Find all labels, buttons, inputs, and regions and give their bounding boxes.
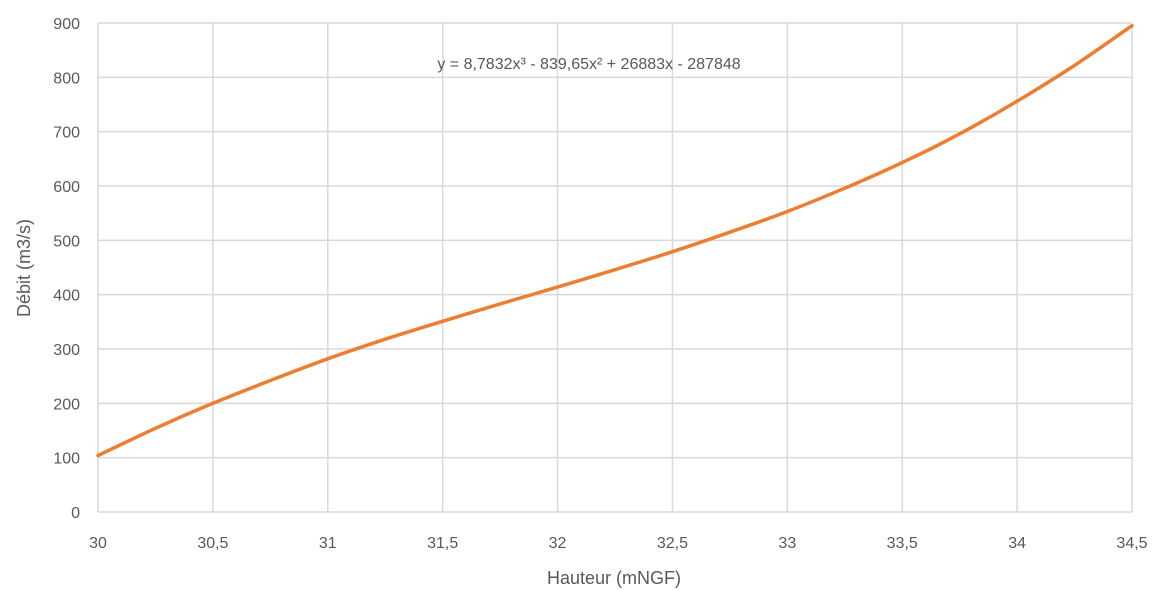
- y-axis-title: Débit (m3/s): [14, 219, 34, 317]
- y-tick-label: 0: [71, 505, 80, 522]
- y-tick-label: 800: [53, 70, 80, 87]
- y-tick-label: 900: [53, 16, 80, 33]
- y-tick-label: 400: [53, 288, 80, 305]
- y-tick-label: 500: [53, 233, 80, 250]
- gridlines: [97, 22, 1133, 513]
- x-tick-label: 31: [319, 535, 337, 552]
- x-axis-title: Hauteur (mNGF): [547, 568, 681, 588]
- y-tick-label: 600: [53, 179, 80, 196]
- x-tick-label: 31,5: [427, 535, 458, 552]
- x-tick-label: 33,5: [887, 535, 918, 552]
- x-tick-labels: 30 30,5 31 31,5 32 32,5 33 33,5 34 34,5: [89, 535, 1148, 552]
- x-tick-label: 30,5: [197, 535, 228, 552]
- series-line: [96, 23, 1134, 458]
- x-tick-label: 34: [1008, 535, 1026, 552]
- y-tick-labels: 0 100 200 300 400 500 600 700 800 900: [53, 16, 80, 522]
- trendline-equation: y = 8,7832x³ - 839,65x² + 26883x - 28784…: [437, 56, 740, 73]
- x-tick-label: 32: [549, 535, 567, 552]
- y-tick-label: 300: [53, 342, 80, 359]
- y-tick-label: 100: [53, 451, 80, 468]
- series-group: [96, 23, 1134, 458]
- x-tick-label: 30: [89, 535, 107, 552]
- y-tick-label: 200: [53, 396, 80, 413]
- x-tick-label: 33: [778, 535, 796, 552]
- x-tick-label: 32,5: [657, 535, 688, 552]
- x-tick-label: 34,5: [1116, 535, 1147, 552]
- y-tick-label: 700: [53, 125, 80, 142]
